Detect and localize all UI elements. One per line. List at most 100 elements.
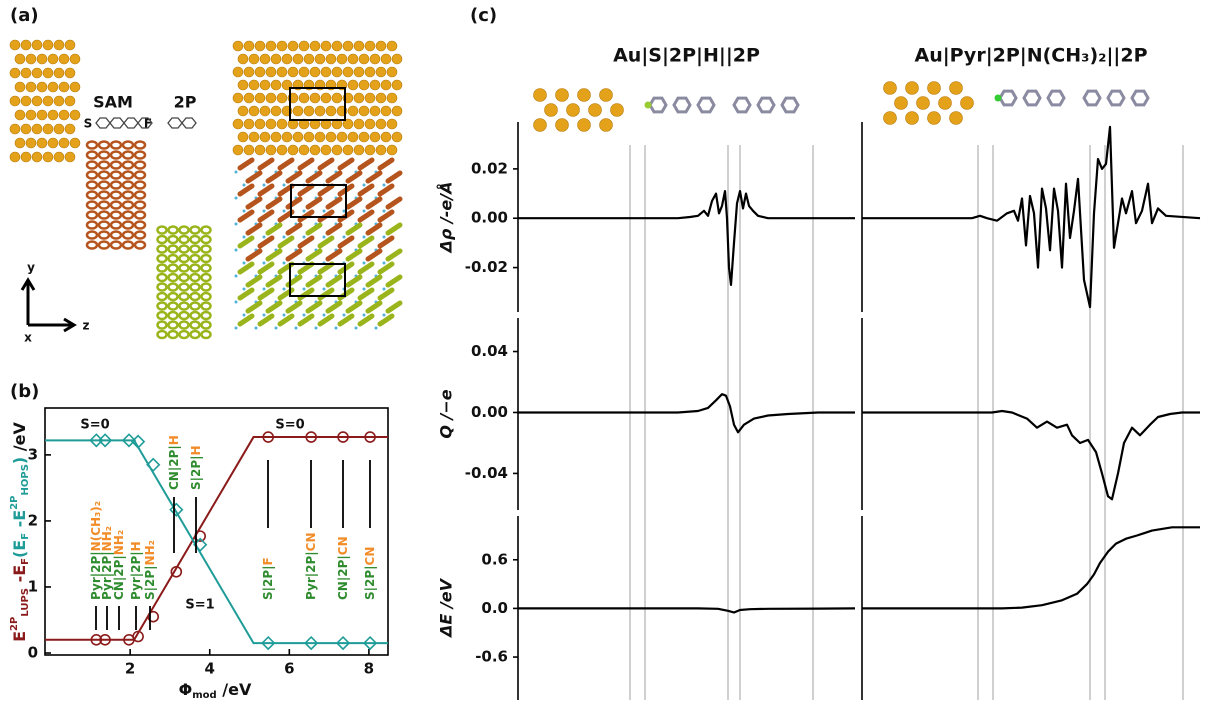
molecule	[97, 140, 111, 150]
molecule	[167, 310, 179, 321]
molecule	[121, 150, 135, 160]
molecule	[357, 183, 375, 197]
molecule	[167, 234, 179, 245]
molecule	[85, 150, 99, 160]
molecule	[305, 274, 323, 288]
molecule	[245, 274, 263, 288]
atom	[362, 209, 366, 213]
molecule	[277, 235, 295, 249]
atom	[362, 261, 366, 265]
atom	[242, 261, 246, 265]
molecule	[357, 235, 375, 249]
atom	[262, 209, 266, 213]
molecule	[325, 170, 343, 184]
fit-line	[45, 436, 388, 641]
atom	[325, 131, 337, 143]
x-axis-label: Φmod /eV	[179, 680, 252, 702]
atom	[322, 209, 326, 213]
atom	[270, 53, 282, 65]
atom	[309, 144, 321, 156]
molecule	[109, 230, 123, 240]
molecule	[133, 190, 147, 200]
atom	[298, 40, 310, 52]
atom	[303, 53, 315, 65]
point	[130, 434, 146, 449]
label-part: H	[167, 435, 181, 445]
molecule	[325, 222, 343, 236]
atom	[36, 53, 48, 65]
molecule	[109, 170, 123, 180]
system-label: CN|2P|H	[167, 435, 181, 490]
atom	[262, 235, 266, 239]
atom	[69, 53, 81, 65]
molecule	[109, 210, 123, 220]
atom	[314, 131, 326, 143]
molecule	[178, 320, 190, 330]
molecule	[133, 170, 147, 180]
molecule	[345, 222, 363, 236]
y-tick-label: 0.00	[471, 209, 508, 227]
molecule	[317, 261, 335, 275]
molecule	[245, 196, 263, 210]
molecule	[189, 301, 201, 311]
curve	[862, 526, 1200, 610]
point	[99, 634, 111, 646]
axis-label: x	[24, 331, 32, 345]
atom	[47, 109, 59, 121]
molecule	[121, 180, 135, 190]
atom	[276, 66, 288, 78]
molecule	[156, 263, 168, 273]
molecule	[357, 313, 375, 327]
molecule	[257, 209, 275, 223]
point	[170, 565, 183, 578]
molecule	[345, 248, 363, 262]
atom	[347, 53, 359, 65]
atom	[53, 123, 65, 135]
system-label: Pyr|2P|H	[129, 541, 143, 600]
atom	[302, 287, 306, 291]
molecule	[325, 300, 343, 314]
atom	[287, 144, 299, 156]
atom	[31, 151, 43, 163]
molecule	[189, 272, 201, 283]
molecule	[265, 170, 283, 184]
point	[121, 433, 137, 448]
molecule	[85, 210, 99, 220]
atom	[270, 131, 282, 143]
molecule	[200, 301, 212, 311]
atom	[382, 235, 386, 239]
system-label: S|2P|F	[261, 557, 275, 600]
molecule	[85, 200, 99, 210]
atom	[259, 105, 271, 117]
molecule	[385, 274, 403, 288]
molecule	[178, 301, 190, 311]
molecule	[365, 248, 383, 262]
y-tick-label: 0.0	[481, 599, 508, 617]
atom	[386, 40, 398, 52]
label-part: Pyr|2P|	[100, 551, 114, 600]
molecule	[305, 170, 323, 184]
atom	[303, 131, 315, 143]
atom	[282, 261, 286, 265]
ring	[137, 117, 153, 129]
atom	[234, 248, 238, 252]
molecule	[189, 329, 201, 340]
atom	[375, 118, 387, 130]
label-part: CN|2P|	[167, 445, 181, 490]
label-part: Pyr|2P|	[89, 551, 103, 600]
molecule	[167, 263, 179, 273]
atom	[64, 123, 76, 135]
atom	[265, 40, 277, 52]
atom	[369, 79, 381, 91]
point	[364, 431, 376, 443]
atom	[555, 88, 569, 102]
atom	[916, 96, 930, 110]
molecule	[257, 261, 275, 275]
chart-title: Au|Pyr|2P|N(CH₃)₂||2P	[914, 45, 1147, 67]
curve	[862, 125, 1201, 309]
molecule	[189, 310, 201, 321]
molecule	[257, 183, 275, 197]
atom	[64, 95, 76, 107]
atom	[362, 313, 366, 317]
molecule	[109, 150, 123, 160]
